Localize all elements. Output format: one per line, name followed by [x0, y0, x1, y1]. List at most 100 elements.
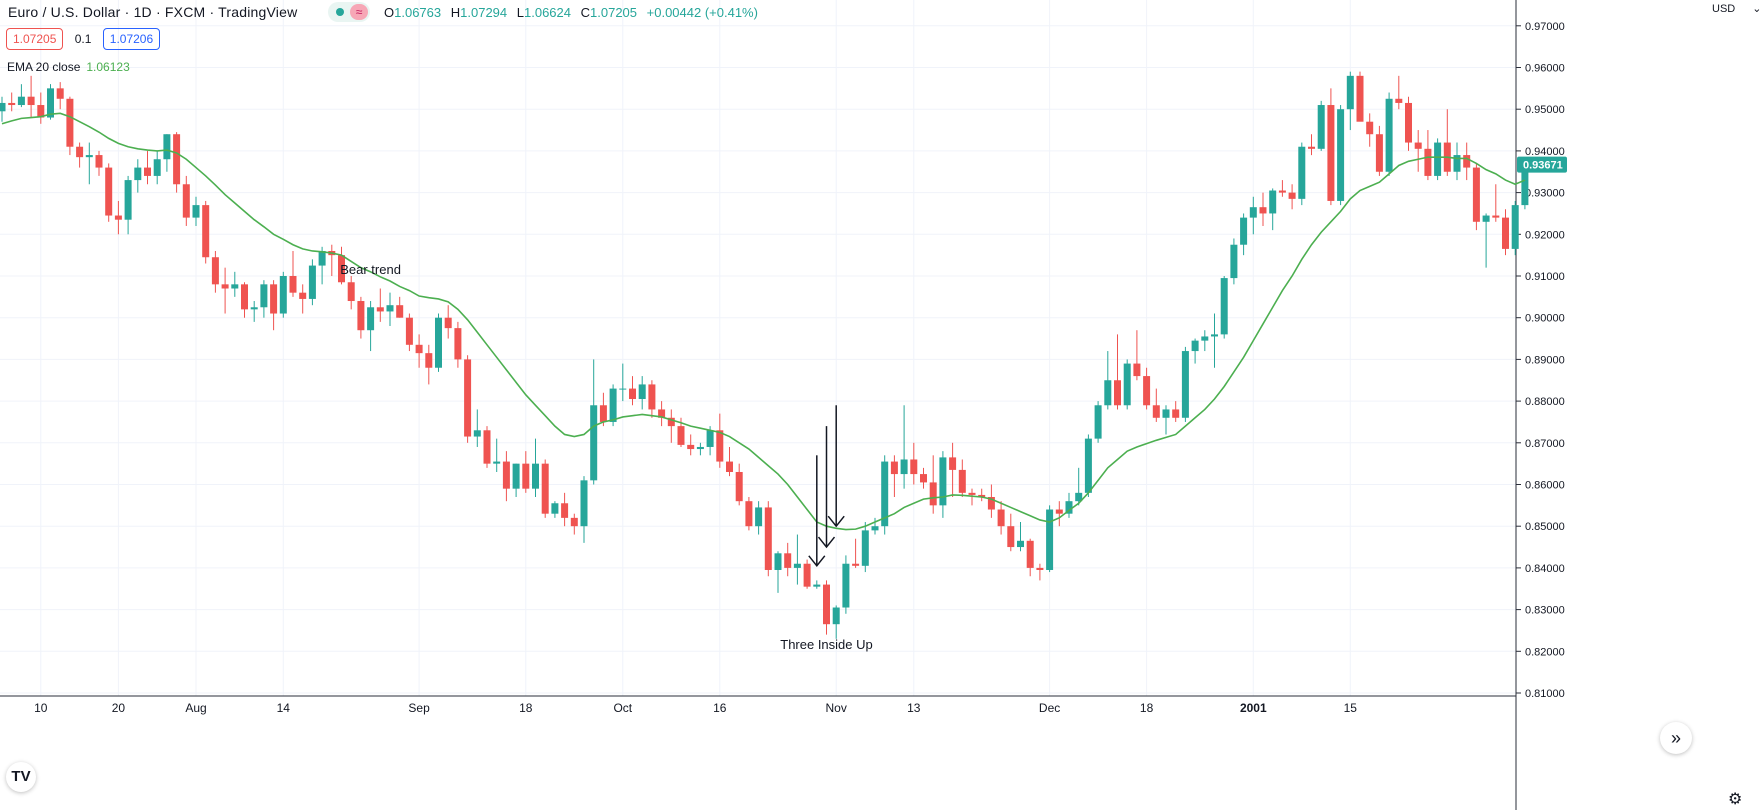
candle-body — [1249, 207, 1257, 218]
x-tick-label: 18 — [1140, 701, 1154, 715]
spread-value: 0.1 — [74, 32, 92, 46]
candle-body — [0, 102, 6, 112]
candle-body — [1317, 105, 1325, 149]
candle — [1249, 196, 1257, 235]
candle — [405, 313, 413, 352]
candle — [774, 551, 782, 593]
ema-indicator-legend[interactable]: EMA 20 close 1.06123 — [7, 60, 130, 74]
candle-body — [667, 417, 675, 427]
candle — [1385, 92, 1393, 176]
candle-body — [299, 292, 307, 299]
candle — [0, 96, 6, 122]
candle-body — [861, 530, 869, 566]
candle-body — [823, 584, 830, 625]
candle — [1084, 434, 1092, 498]
buy-button[interactable]: 1.07206 — [102, 28, 161, 50]
candle-body — [1424, 148, 1432, 176]
candle-body — [1017, 540, 1024, 548]
candle — [1298, 142, 1306, 206]
candle-body — [832, 607, 840, 625]
candle — [279, 271, 287, 318]
candle-body — [1327, 105, 1335, 201]
candle — [1346, 71, 1354, 131]
x-tick-label: 18 — [519, 701, 533, 715]
candle-body — [163, 134, 171, 160]
candle — [1405, 96, 1412, 151]
candle-body — [1337, 109, 1345, 201]
candle — [173, 132, 181, 193]
candle-body — [27, 96, 35, 106]
sell-button[interactable]: 1.07205 — [6, 28, 64, 50]
candle — [1288, 184, 1296, 210]
candle — [823, 580, 830, 635]
candle-body — [1152, 405, 1160, 418]
candle — [1240, 213, 1248, 256]
y-tick-label: 0.82000 — [1525, 646, 1565, 658]
candle — [1278, 180, 1286, 197]
y-tick-label: 0.92000 — [1525, 229, 1565, 241]
candle — [1453, 142, 1461, 181]
candle-body — [987, 497, 995, 510]
candle — [8, 92, 16, 112]
x-tick-label: Nov — [826, 701, 847, 715]
candle-body — [1375, 134, 1383, 172]
candle — [250, 301, 258, 322]
candle-body — [250, 307, 258, 310]
symbol-title[interactable]: Euro / U.S. Dollar · 1D · FXCM · Trading… — [8, 4, 298, 20]
candle-body — [774, 553, 782, 570]
candle-body — [1414, 142, 1422, 149]
candle — [1259, 192, 1267, 226]
candle-body — [1094, 405, 1102, 439]
candle — [1017, 522, 1024, 552]
candle — [202, 200, 210, 264]
candle — [144, 150, 151, 185]
candle — [871, 517, 879, 535]
candle — [658, 401, 666, 427]
candle — [716, 413, 724, 468]
candle — [764, 501, 772, 577]
candle — [241, 282, 248, 318]
candle-body — [124, 180, 132, 220]
candle-body — [405, 317, 413, 345]
candle-body — [37, 105, 45, 118]
candle-body — [1220, 278, 1228, 335]
currency-label: USD — [1712, 3, 1736, 15]
symbol-header: Euro / U.S. Dollar · 1D · FXCM · Trading… — [8, 4, 297, 20]
candle — [473, 409, 481, 447]
candle-body — [512, 463, 520, 489]
currency-selector[interactable]: USD ⌄ — [1712, 2, 1761, 15]
candle — [1502, 209, 1509, 256]
candle-body — [580, 480, 588, 527]
y-axis: 0.97000 0.96000 0.95000 0.94000 0.93000 0.920… — [1516, 21, 1565, 700]
candle — [599, 392, 607, 427]
candle-body — [1511, 205, 1519, 249]
candle-body — [929, 482, 937, 506]
candle — [667, 409, 675, 443]
candle — [570, 513, 578, 535]
x-tick-label: Dec — [1039, 701, 1060, 715]
candle — [842, 555, 850, 614]
candle-body — [735, 471, 743, 502]
candle-body — [17, 96, 25, 106]
candle — [396, 296, 404, 318]
market-status-pill[interactable]: ≈ — [328, 2, 370, 22]
candle-body — [1104, 380, 1112, 406]
scroll-to-realtime-button[interactable]: » — [1660, 722, 1692, 754]
tradingview-logo-icon[interactable]: TV — [6, 762, 36, 792]
candle — [1055, 501, 1063, 527]
candle — [619, 363, 627, 402]
candle — [929, 455, 937, 514]
candle — [1375, 125, 1383, 176]
candle-body — [1492, 215, 1500, 218]
candle-body — [1162, 409, 1170, 418]
gear-icon[interactable]: ⚙ — [1728, 791, 1743, 808]
candle-body — [658, 409, 666, 418]
candle-body — [415, 344, 423, 354]
candle — [1162, 405, 1170, 435]
candle-body — [716, 430, 724, 462]
candle-body — [551, 503, 559, 514]
candle-body — [1502, 217, 1509, 249]
candle-body — [270, 284, 278, 314]
candle-body — [182, 184, 190, 218]
